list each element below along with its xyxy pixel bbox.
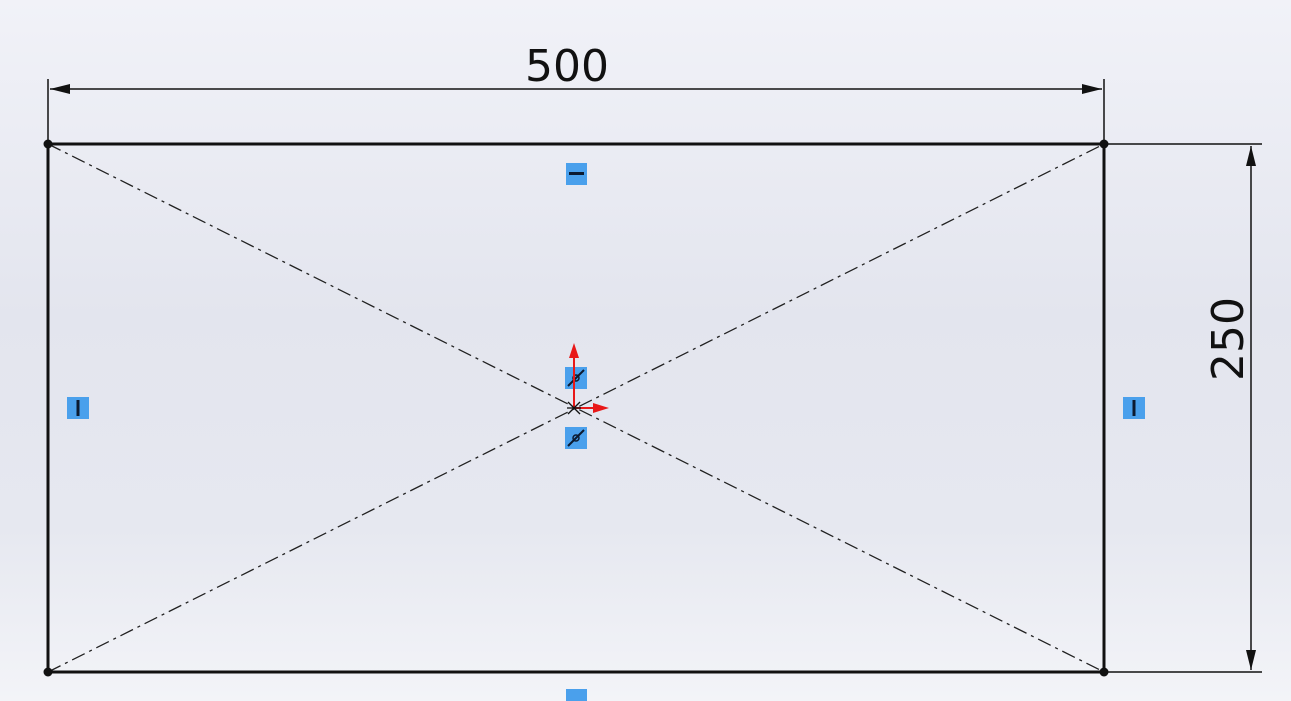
dimension-value-width[interactable]: 500	[525, 41, 609, 92]
construction-line-diagonal-1[interactable]	[47, 143, 1105, 673]
construction-line-diagonal-2[interactable]	[47, 143, 1105, 673]
horizontal-relation-icon[interactable]	[566, 163, 587, 185]
sketch-origin-icon[interactable]	[567, 343, 609, 415]
sketch-point-bottom-left[interactable]	[43, 667, 53, 677]
midpoint-relation-icon[interactable]	[565, 427, 587, 449]
sketch-point-top-left[interactable]	[43, 139, 53, 149]
dimension-value-height[interactable]: 250	[1203, 297, 1254, 381]
horizontal-relation-icon[interactable]	[566, 689, 587, 701]
midpoint-relation-icon[interactable]	[565, 367, 587, 389]
sketch-point-top-right[interactable]	[1099, 139, 1109, 149]
vertical-relation-icon[interactable]	[1123, 397, 1145, 419]
horizontal-dimension[interactable]: 500	[47, 41, 1105, 140]
vertical-relation-icon[interactable]	[67, 397, 89, 419]
sketch-point-bottom-right[interactable]	[1099, 667, 1109, 677]
vertical-dimension[interactable]: 250	[1108, 143, 1262, 673]
